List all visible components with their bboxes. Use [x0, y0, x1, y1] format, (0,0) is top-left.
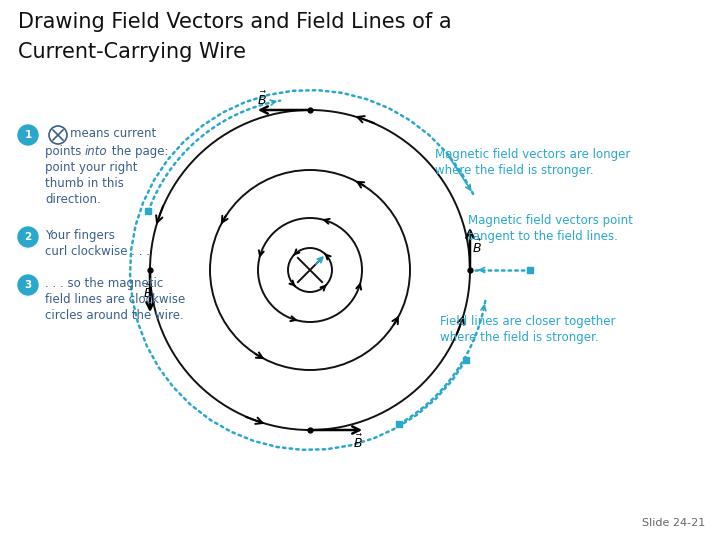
Text: the page:: the page:: [108, 145, 168, 158]
Text: 1: 1: [24, 130, 32, 140]
Text: . . . so the magnetic: . . . so the magnetic: [45, 277, 163, 290]
Text: means current: means current: [70, 127, 156, 140]
Text: $\vec{B}$: $\vec{B}$: [472, 239, 482, 256]
Text: Magnetic field vectors are longer: Magnetic field vectors are longer: [435, 148, 631, 161]
Text: 3: 3: [24, 280, 32, 290]
Text: into: into: [85, 145, 107, 158]
Text: where the field is stronger.: where the field is stronger.: [435, 164, 593, 177]
Text: Your fingers: Your fingers: [45, 229, 115, 242]
Text: $\vec{B}$: $\vec{B}$: [354, 434, 363, 451]
Circle shape: [18, 227, 38, 247]
Text: Slide 24-21: Slide 24-21: [642, 518, 705, 528]
Text: tangent to the field lines.: tangent to the field lines.: [468, 230, 618, 243]
Text: points: points: [45, 145, 85, 158]
Text: where the field is stronger.: where the field is stronger.: [440, 331, 598, 344]
Text: thumb in this: thumb in this: [45, 177, 124, 190]
Circle shape: [18, 275, 38, 295]
Text: field lines are clockwise: field lines are clockwise: [45, 293, 185, 306]
Text: Magnetic field vectors point: Magnetic field vectors point: [468, 214, 633, 227]
Text: Current-Carrying Wire: Current-Carrying Wire: [18, 42, 246, 62]
Text: circles around the wire.: circles around the wire.: [45, 309, 184, 322]
Text: 2: 2: [24, 232, 32, 242]
Circle shape: [18, 125, 38, 145]
Text: Field lines are closer together: Field lines are closer together: [440, 315, 616, 328]
Text: Drawing Field Vectors and Field Lines of a: Drawing Field Vectors and Field Lines of…: [18, 12, 451, 32]
Text: point your right: point your right: [45, 161, 138, 174]
Text: direction.: direction.: [45, 193, 101, 206]
Text: curl clockwise . . .: curl clockwise . . .: [45, 245, 150, 258]
Text: $\vec{B}$: $\vec{B}$: [257, 91, 267, 108]
Text: $\vec{B}$: $\vec{B}$: [143, 284, 153, 301]
